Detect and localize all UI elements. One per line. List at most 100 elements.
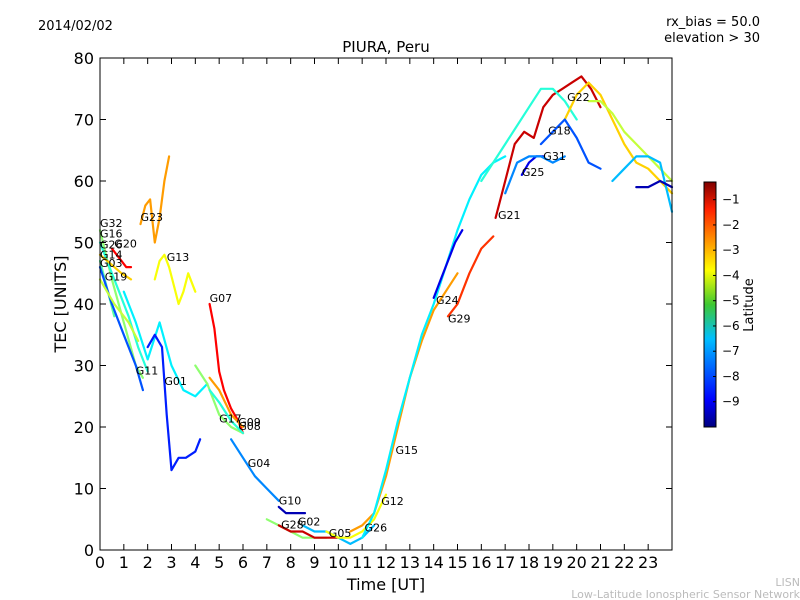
series-line-g09 bbox=[208, 376, 245, 429]
series-line-g21b bbox=[635, 179, 674, 189]
satellite-label: G23 bbox=[141, 211, 164, 224]
series-line-g24 bbox=[432, 229, 464, 299]
series-line-g26 bbox=[98, 253, 133, 281]
series-line-g15 bbox=[361, 155, 507, 539]
colorbar-tick-label: −9 bbox=[722, 395, 740, 409]
satellite-label: G16 bbox=[100, 228, 123, 241]
satellite-label: G14 bbox=[100, 248, 123, 261]
x-tick-label: 17 bbox=[495, 553, 515, 572]
satellite-label: G11 bbox=[136, 365, 159, 378]
satellite-label: G08 bbox=[238, 420, 261, 433]
x-axis-label: Time [UT] bbox=[346, 575, 425, 594]
y-tick-label: 0 bbox=[84, 541, 94, 560]
x-tick-label: 10 bbox=[328, 553, 348, 572]
series-line-g20 bbox=[110, 247, 133, 269]
x-tick-label: 15 bbox=[447, 553, 467, 572]
series-line-g08 bbox=[208, 389, 245, 435]
x-tick-label: 16 bbox=[471, 553, 491, 572]
y-tick-label: 80 bbox=[74, 49, 94, 68]
rx-bias-label: rx_bias = 50.0 bbox=[666, 15, 760, 30]
satellite-label: G21 bbox=[498, 209, 521, 222]
colorbar-tick-label: −2 bbox=[722, 218, 740, 232]
series-line-g18 bbox=[480, 87, 578, 183]
x-tick-label: 19 bbox=[543, 553, 563, 572]
x-tick-label: 11 bbox=[352, 553, 372, 572]
series-line-g26b bbox=[325, 493, 388, 539]
y-tick-label: 40 bbox=[74, 295, 94, 314]
y-tick-label: 20 bbox=[74, 418, 94, 437]
satellite-label: G24 bbox=[436, 294, 459, 307]
series-line-g28 bbox=[277, 524, 340, 539]
x-tick-label: 21 bbox=[590, 553, 610, 572]
colorbar-tick-label: −8 bbox=[722, 369, 740, 383]
y-axis-label: TEC [UNITS] bbox=[51, 256, 70, 354]
x-tick-label: 18 bbox=[519, 553, 539, 572]
series-line-g31b bbox=[539, 118, 602, 170]
satellite-label: G03 bbox=[100, 257, 123, 270]
satellite-label: G32 bbox=[100, 217, 123, 230]
y-axis-ticks: 0 10 20 30 40 50 60 70 80 bbox=[74, 49, 672, 560]
satellite-label: G26 bbox=[365, 522, 388, 535]
y-tick-label: 70 bbox=[74, 111, 94, 130]
x-tick-label: 20 bbox=[566, 553, 586, 572]
series-line-g11 bbox=[122, 290, 209, 398]
y-tick-label: 10 bbox=[74, 480, 94, 499]
x-axis-ticks: 0 1 2 3 4 5 6 7 8 9 10 11 12 13 14 15 16 17 18 19 20 21 22 23 bbox=[95, 58, 658, 572]
series-layer bbox=[98, 75, 674, 546]
satellite-label: G17 bbox=[219, 413, 242, 426]
y-tick-label: 50 bbox=[74, 234, 94, 253]
x-tick-label: 7 bbox=[262, 553, 272, 572]
footer-lisn: LISN bbox=[775, 576, 800, 589]
satellite-label: G13 bbox=[167, 251, 190, 264]
series-line-g21 bbox=[494, 75, 602, 219]
x-tick-label: 1 bbox=[119, 553, 129, 572]
satellite-label: G28 bbox=[281, 518, 304, 531]
series-line-g04 bbox=[230, 438, 280, 502]
satellite-label: G31 bbox=[543, 150, 566, 163]
satellite-label-layer: G32G16G26G20G14G03G19G23G13G07G11G01G17G… bbox=[100, 91, 590, 540]
satellite-label: G22 bbox=[567, 91, 590, 104]
latitude-colorbar bbox=[703, 181, 717, 428]
colorbar-label: Latitude bbox=[742, 278, 757, 332]
series-line-g25b bbox=[611, 155, 674, 213]
colorbar-tick-label: −4 bbox=[722, 268, 740, 282]
x-tick-label: 23 bbox=[638, 553, 658, 572]
satellite-label: G25 bbox=[522, 166, 545, 179]
x-tick-label: 5 bbox=[214, 553, 224, 572]
satellite-label: G09 bbox=[238, 416, 261, 429]
colorbar-tick-label: −1 bbox=[722, 193, 740, 207]
x-tick-label: 13 bbox=[400, 553, 420, 572]
series-line-g22 bbox=[563, 81, 674, 195]
colorbar-ticks: −1 −2 −3 −4 −5 −6 −7 −8 −9 bbox=[713, 193, 740, 409]
satellite-label: G12 bbox=[381, 495, 404, 508]
satellite-label: G07 bbox=[210, 292, 233, 305]
satellite-label: G10 bbox=[279, 494, 302, 507]
series-line-g01 bbox=[146, 333, 202, 472]
satellite-label: G18 bbox=[548, 124, 571, 137]
x-tick-label: 9 bbox=[309, 553, 319, 572]
series-line-g23 bbox=[139, 155, 171, 244]
y-tick-label: 60 bbox=[74, 172, 94, 191]
x-tick-label: 12 bbox=[376, 553, 396, 572]
colorbar-tick-label: −3 bbox=[722, 243, 740, 257]
x-tick-label: 8 bbox=[286, 553, 296, 572]
x-tick-label: 22 bbox=[614, 553, 634, 572]
satellite-label: G01 bbox=[164, 375, 187, 388]
satellite-label: G26 bbox=[100, 239, 123, 252]
date-label: 2014/02/02 bbox=[38, 19, 113, 34]
series-line-g16 bbox=[98, 241, 149, 373]
satellite-label: G05 bbox=[329, 527, 352, 540]
satellite-label: G20 bbox=[114, 237, 137, 250]
series-line-g29 bbox=[446, 235, 495, 318]
x-tick-label: 6 bbox=[238, 553, 248, 572]
series-line-g18b bbox=[587, 99, 674, 183]
x-tick-label: 0 bbox=[95, 553, 105, 572]
series-line-g19 bbox=[98, 278, 140, 342]
satellite-label: G19 bbox=[105, 271, 128, 284]
chart-title: PIURA, Peru bbox=[342, 38, 429, 56]
x-tick-label: 4 bbox=[190, 553, 200, 572]
series-line-g17 bbox=[194, 364, 245, 435]
x-tick-label: 3 bbox=[166, 553, 176, 572]
x-tick-label: 14 bbox=[423, 553, 443, 572]
